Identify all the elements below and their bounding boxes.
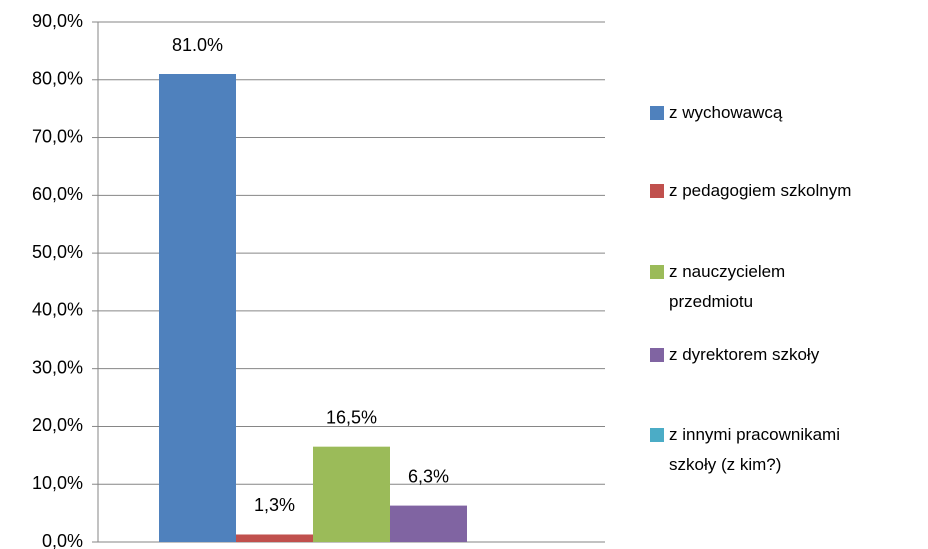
legend-item: z nauczycielem przedmiotu: [650, 257, 880, 317]
bar: [390, 505, 467, 542]
y-tick-label: 50,0%: [32, 242, 83, 262]
legend-label: z wychowawcą: [669, 103, 783, 122]
legend-swatch: [650, 428, 664, 442]
legend-swatch: [650, 184, 664, 198]
bar: [313, 446, 390, 542]
y-tick-label: 80,0%: [32, 69, 83, 89]
legend-item: z innymi pracownikami szkoły (z kim?): [650, 420, 880, 480]
legend-swatch: [650, 265, 664, 279]
y-tick-label: 20,0%: [32, 415, 83, 435]
y-tick-label: 30,0%: [32, 357, 83, 377]
y-tick-label: 60,0%: [32, 184, 83, 204]
y-tick-label: 0,0%: [42, 531, 83, 549]
legend-label: z innymi pracownikami szkoły (z kim?): [669, 425, 840, 474]
data-label: 16,5%: [326, 407, 377, 427]
legend-swatch: [650, 106, 664, 120]
data-label: 6,3%: [408, 466, 449, 486]
y-tick-label: 40,0%: [32, 300, 83, 320]
bar: [236, 534, 313, 542]
bar: [159, 74, 236, 542]
y-tick-label: 70,0%: [32, 126, 83, 146]
legend-item: z wychowawcą: [650, 98, 880, 128]
legend-swatch: [650, 348, 664, 362]
data-label: 81.0%: [172, 35, 223, 55]
legend-label: z dyrektorem szkoły: [669, 345, 820, 364]
legend-item: z pedagogiem szkolnym: [650, 176, 880, 206]
data-label: 1,3%: [254, 495, 295, 515]
y-tick-label: 10,0%: [32, 473, 83, 493]
legend-label: z pedagogiem szkolnym: [669, 181, 852, 200]
y-tick-label: 90,0%: [32, 11, 83, 31]
legend-label: z nauczycielem przedmiotu: [669, 262, 786, 311]
legend-item: z dyrektorem szkoły: [650, 340, 880, 370]
